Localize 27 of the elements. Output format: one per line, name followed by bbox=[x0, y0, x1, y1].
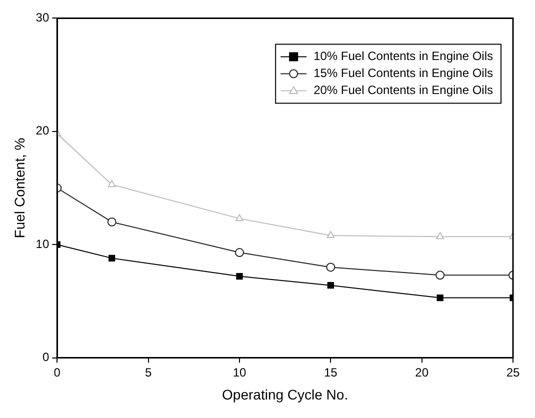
point bbox=[236, 214, 244, 222]
x-tick-label: 20 bbox=[415, 365, 429, 380]
y-axis-title: Fuel Content, % bbox=[11, 138, 28, 238]
point bbox=[436, 270, 445, 280]
point bbox=[436, 232, 444, 240]
y-tick-label: 0 bbox=[42, 350, 50, 364]
x-tick-label: 10 bbox=[232, 365, 246, 380]
point bbox=[108, 180, 116, 188]
y-tick-label: 10 bbox=[36, 236, 50, 251]
legend-label: 15% Fuel Contents in Engine Oils bbox=[314, 66, 494, 80]
y-tick-label: 20 bbox=[36, 124, 50, 138]
point bbox=[107, 217, 116, 226]
x-tick-label: 15 bbox=[324, 365, 338, 380]
legend-label: 20% Fuel Contents in Engine Oils bbox=[314, 83, 494, 98]
point bbox=[108, 254, 116, 262]
point bbox=[327, 282, 334, 289]
x-tick-label: 25 bbox=[506, 365, 520, 380]
x-tick-label: 5 bbox=[144, 365, 152, 380]
x-axis-title: Operating Cycle No. bbox=[222, 386, 348, 402]
legend-label: 10% Fuel Contents in Engine Oils bbox=[314, 49, 494, 64]
point bbox=[436, 294, 444, 302]
point bbox=[236, 272, 243, 280]
point bbox=[234, 248, 244, 258]
x-tick-label: 0 bbox=[54, 365, 61, 380]
y-tick-label: 30 bbox=[36, 10, 50, 25]
point bbox=[326, 262, 336, 272]
point bbox=[326, 231, 335, 238]
